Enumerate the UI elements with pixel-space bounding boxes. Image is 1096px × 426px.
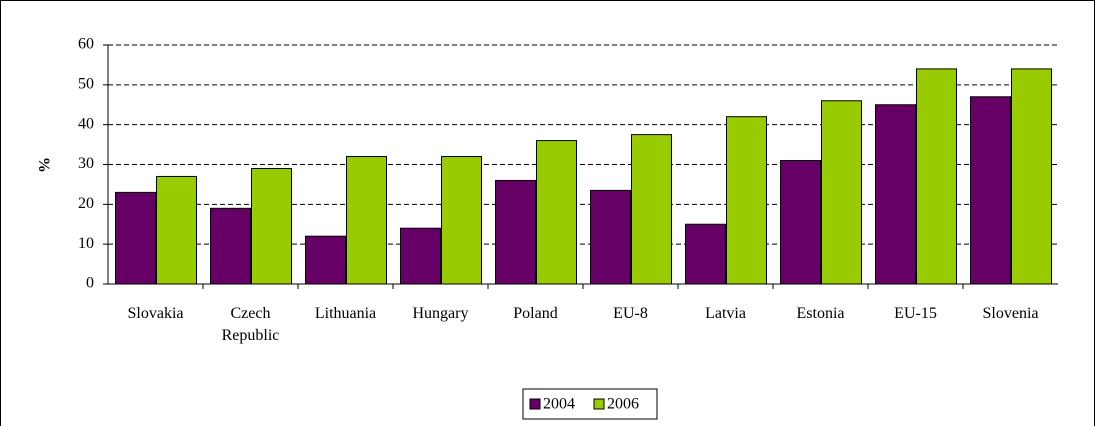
legend-box <box>522 388 658 420</box>
legend-swatch <box>593 398 605 410</box>
bar <box>210 207 251 285</box>
bar <box>400 227 441 285</box>
y-tick-label: 50 <box>78 76 94 93</box>
y-tick-label: 30 <box>78 155 94 172</box>
x-tick-label: Slovenia <box>982 305 1039 322</box>
bar <box>115 191 156 285</box>
bar <box>536 140 577 285</box>
bar <box>495 179 536 285</box>
x-tick-label: EU-15 <box>894 305 937 322</box>
bar <box>875 104 916 285</box>
x-tick-label: Latvia <box>705 305 746 322</box>
x-tick-label-box: Poland <box>513 305 558 322</box>
y-tick-label: 40 <box>78 115 94 132</box>
legend-label: 2004 <box>543 396 575 413</box>
x-tick-label: Poland <box>513 305 558 322</box>
bar <box>346 156 387 285</box>
bar <box>590 189 631 285</box>
x-tick-label: EU-8 <box>613 305 648 322</box>
bar <box>251 167 292 285</box>
x-tick-label: Hungary <box>412 305 469 322</box>
bar <box>970 96 1011 285</box>
legend-label: 2006 <box>607 396 639 413</box>
bar <box>821 100 862 285</box>
x-tick-label-box: Lithuania <box>314 305 377 322</box>
x-tick-label: Estonia <box>796 305 845 322</box>
y-tick-label: 60 <box>78 36 94 53</box>
legend-swatch <box>529 398 541 410</box>
bar <box>631 134 672 285</box>
bar <box>780 160 821 285</box>
y-axis-label: % <box>37 157 54 173</box>
bar <box>1011 68 1052 285</box>
x-tick-label-box: Estonia <box>796 305 845 322</box>
x-tick-label: Czech Republic <box>221 305 280 344</box>
bar <box>685 223 726 285</box>
bar <box>441 156 482 285</box>
x-tick-label-box: EU-15 <box>894 305 937 322</box>
x-tick-label-box: Czech Republic <box>221 305 280 344</box>
x-tick-label-box: Slovenia <box>982 305 1039 322</box>
bar <box>726 116 767 285</box>
bar <box>305 235 346 285</box>
y-tick-label: 10 <box>78 235 94 252</box>
bar <box>156 175 197 285</box>
y-tick-label: 20 <box>78 195 94 212</box>
x-tick-label-box: Hungary <box>412 305 469 322</box>
x-tick-label: Slovakia <box>127 305 184 322</box>
x-tick-label-box: Latvia <box>705 305 746 322</box>
bar <box>916 68 957 285</box>
x-tick-label-box: Slovakia <box>127 305 184 322</box>
x-tick-label-box: EU-8 <box>613 305 648 322</box>
x-tick-label: Lithuania <box>314 305 377 322</box>
y-tick-label: 0 <box>86 275 94 292</box>
